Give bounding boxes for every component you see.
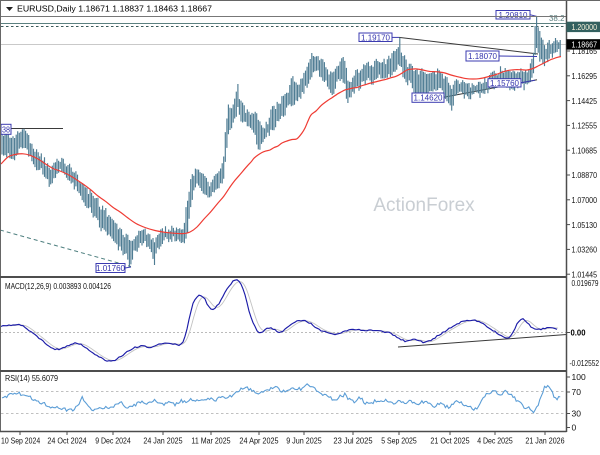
svg-text:21 Jan 2026: 21 Jan 2026 — [525, 436, 564, 446]
svg-text:RSI(14) 55.6079: RSI(14) 55.6079 — [5, 373, 58, 383]
svg-text:1.05130: 1.05130 — [572, 220, 598, 230]
svg-text:EURUSD,Daily 1.18671 1.18837: EURUSD,Daily 1.18671 1.18837 1.18463 1.1… — [17, 4, 212, 14]
svg-text:1.16295: 1.16295 — [572, 71, 598, 81]
svg-text:1.01760: 1.01760 — [96, 263, 125, 273]
svg-text:9 Dec 2024: 9 Dec 2024 — [95, 436, 131, 446]
svg-text:ActionForex: ActionForex — [373, 195, 475, 216]
svg-text:21 Oct 2025: 21 Oct 2025 — [430, 436, 469, 446]
svg-text:MACD(12,26,9) 0.003893 0.00412: MACD(12,26,9) 0.003893 0.004126 — [5, 281, 111, 291]
svg-text:24 Oct 2024: 24 Oct 2024 — [47, 436, 86, 446]
svg-text:0.019679: 0.019679 — [572, 278, 599, 288]
svg-text:1.03260: 1.03260 — [572, 245, 598, 255]
svg-text:1.10685: 1.10685 — [572, 145, 598, 155]
svg-text:-0.012552: -0.012552 — [570, 358, 600, 368]
svg-text:30: 30 — [572, 409, 582, 419]
svg-text:1.15760: 1.15760 — [490, 78, 519, 88]
svg-text:10 Sep 2024: 10 Sep 2024 — [1, 436, 40, 446]
svg-text:4 Dec 2025: 4 Dec 2025 — [477, 436, 513, 446]
svg-text:1.07000: 1.07000 — [572, 195, 598, 205]
svg-text:0: 0 — [572, 423, 577, 433]
svg-text:24 Jan 2025: 24 Jan 2025 — [143, 436, 182, 446]
svg-text:38.2: 38.2 — [549, 13, 565, 23]
svg-text:100: 100 — [572, 372, 586, 382]
svg-text:23 Jul 2025: 23 Jul 2025 — [333, 436, 372, 446]
svg-text:1.20810: 1.20810 — [499, 10, 528, 20]
svg-text:1.08870: 1.08870 — [572, 170, 598, 180]
svg-text:70: 70 — [572, 387, 582, 397]
svg-text:11 Mar 2025: 11 Mar 2025 — [191, 436, 230, 446]
svg-text:1.19170: 1.19170 — [361, 32, 390, 42]
svg-text:0.00: 0.00 — [571, 328, 586, 338]
svg-text:1.20000: 1.20000 — [572, 22, 598, 32]
svg-text:1.12555: 1.12555 — [572, 121, 598, 131]
svg-text:1.18667: 1.18667 — [572, 40, 598, 50]
svg-text:1.14620: 1.14620 — [414, 93, 443, 103]
svg-text:1.18070: 1.18070 — [468, 51, 497, 61]
svg-text:38: 38 — [2, 124, 10, 134]
svg-text:1.14425: 1.14425 — [572, 96, 598, 106]
svg-text:9 Jun 2025: 9 Jun 2025 — [286, 436, 322, 446]
svg-text:5 Sep 2025: 5 Sep 2025 — [381, 436, 417, 446]
svg-text:24 Apr 2025: 24 Apr 2025 — [239, 436, 278, 446]
